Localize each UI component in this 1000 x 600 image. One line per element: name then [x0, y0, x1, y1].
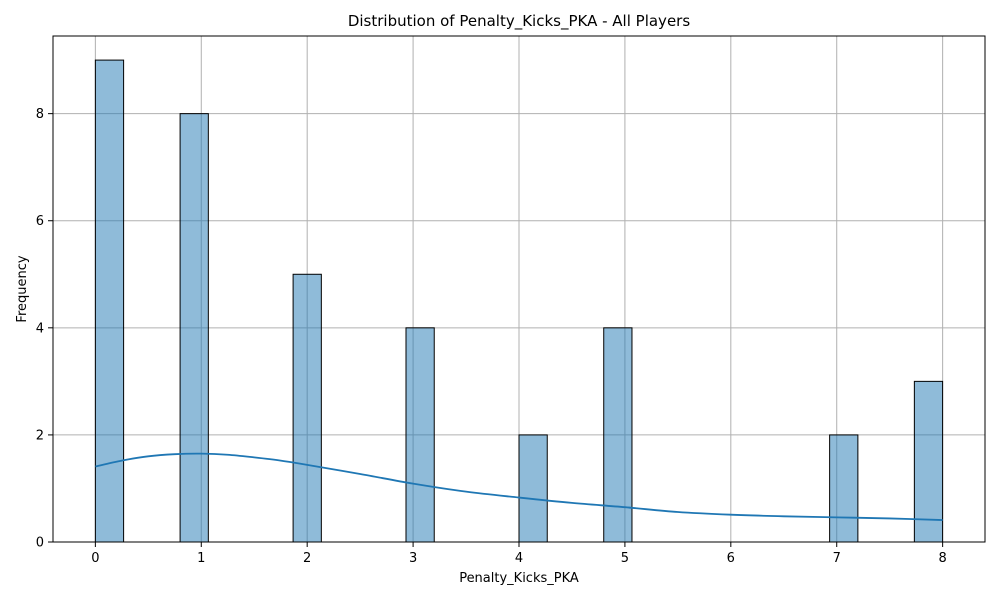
axes: 0 1 2 3 4 5 6 7 8 0 2 4 6 8 [36, 35, 986, 566]
x-tick-label: 7 [833, 551, 841, 566]
x-tick-label: 6 [727, 551, 735, 566]
chart-title: Distribution of Penalty_Kicks_PKA - All … [348, 12, 690, 31]
histogram-bar [518, 434, 548, 543]
bars [94, 59, 944, 543]
y-tick-label: 8 [36, 107, 44, 122]
y-tick-label: 2 [36, 428, 44, 443]
histogram-bar [179, 113, 209, 543]
kde-curve [95, 452, 943, 521]
histogram-bar [94, 59, 125, 543]
x-tick-label: 3 [409, 551, 417, 566]
histogram-bar [405, 327, 435, 543]
y-tick-label: 4 [36, 321, 44, 336]
kde-curve-layer [95, 452, 943, 521]
histogram-bar [913, 380, 944, 543]
x-tick-label: 2 [303, 551, 311, 566]
y-tick-label: 0 [36, 536, 44, 551]
histogram-bar [829, 434, 859, 543]
x-tick-label: 5 [621, 551, 629, 566]
x-axis-label: Penalty_Kicks_PKA [459, 571, 579, 586]
x-tick-label: 1 [197, 551, 205, 566]
histogram-bar [292, 273, 322, 543]
x-tick-label: 0 [91, 551, 99, 566]
x-tick-label: 4 [515, 551, 523, 566]
histogram-bar [603, 327, 633, 543]
y-tick-label: 6 [36, 214, 44, 229]
x-tick-label: 8 [938, 551, 946, 566]
y-axis-label: Frequency [15, 255, 30, 322]
